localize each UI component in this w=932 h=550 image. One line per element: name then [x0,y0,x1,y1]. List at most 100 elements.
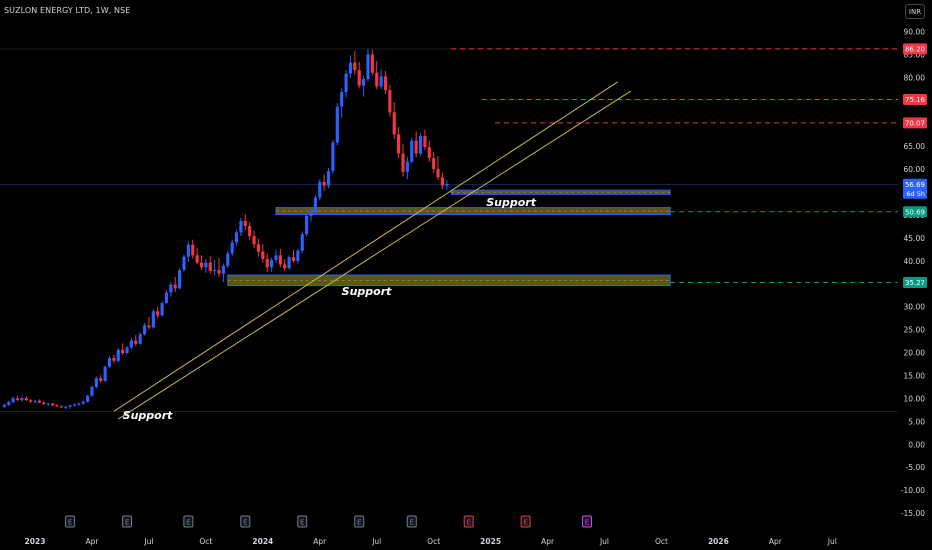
candle-body [410,140,414,162]
candle [313,194,317,215]
candle-body [436,169,440,178]
candle [256,238,261,257]
candle-body [81,401,85,404]
candle-body [383,76,388,91]
candle [112,354,116,364]
candle [7,400,11,407]
candle-body [291,257,296,261]
candle [2,403,6,409]
candle-body [11,398,15,403]
candle [353,50,357,75]
candle [261,244,265,263]
earnings-marker-label: E [68,519,72,527]
candle-body [357,70,361,86]
candle [50,403,55,407]
candle-body [64,406,68,408]
candle-body [142,325,147,335]
candle-body [55,405,59,407]
candle-body [432,158,436,170]
candle [77,402,81,406]
candle-body [178,270,182,289]
earnings-marker-label: E [300,519,304,527]
candle-body [138,334,142,344]
earnings-marker-label: E [186,519,190,527]
support-label: Support [342,285,392,298]
candle-body [274,255,278,260]
candle-body [217,270,221,274]
candle-body [392,112,396,135]
candle [164,290,169,305]
candle [99,374,103,383]
candle [239,217,243,237]
candle [191,239,195,259]
candle-body [230,242,234,254]
candle-body [270,259,274,268]
resistance-price-badge: 86.20 [905,45,925,53]
candle [278,248,282,268]
price-tick-label: 80.00 [904,73,926,82]
currency-button[interactable]: INR [905,4,925,19]
candle-body [94,378,98,387]
time-tick-label: Apr [769,537,783,546]
price-tick-label: 5.00 [908,417,925,426]
candle-body [195,255,199,263]
candle [199,255,204,270]
candle-body [375,72,379,87]
candle [107,356,112,369]
candle [322,174,326,192]
candle-body [46,403,50,405]
candle-body [186,244,190,257]
candle-body [313,197,317,213]
candle-body [59,406,63,408]
candle-body [7,402,11,405]
candle [221,263,225,282]
candle-body [388,90,392,113]
candle [121,343,125,356]
resistance-price-badge-bg [903,117,927,129]
candle [169,281,173,297]
current-price-badge: 56.69 [905,181,925,189]
candle-body [50,403,55,406]
time-tick-label: Jul [143,537,153,546]
time-tick-label: Jul [371,537,381,546]
time-tick-label: Jul [599,537,609,546]
candle [230,239,234,257]
candle [379,69,383,90]
candle-body [129,340,133,348]
time-axis[interactable]: 2023 Apr Jul Oct 2024 Apr Jul Oct 2025 Apr Jul Oct 2… [25,537,837,546]
earnings-marker-label: E [125,519,129,527]
candle [388,84,392,117]
candle [366,48,370,82]
candle [213,259,217,276]
candle [204,258,208,273]
candle [90,385,94,397]
candle-body [397,134,401,154]
candle [348,55,353,79]
earnings-marker [240,515,251,528]
earnings-marker [581,515,592,528]
price-tick-label: 85.00 [904,50,926,59]
candle [243,214,247,231]
time-tick-label: Apr [85,537,99,546]
price-axis[interactable]: 90.0085.0080.0075.0070.0065.0060.0055.00… [901,27,927,518]
support-price-badge: 50.69 [905,208,925,216]
price-tick-label: 45.00 [904,234,926,243]
candle [226,250,230,269]
candle-body [322,181,326,186]
candle [234,229,239,247]
symbol-title: SUZLON ENERGY LTD, 1W, NSE [4,6,131,15]
candle [68,404,72,409]
candle [305,213,309,237]
price-tick-label: 65.00 [904,142,926,151]
price-tick-label: 30.00 [904,303,926,312]
candle-body [68,405,72,407]
candle-body [340,92,344,107]
candle [392,102,396,139]
candle [326,168,331,189]
price-tick-label: 15.00 [904,372,926,381]
price-tick-label: 60.00 [904,165,926,174]
trendline [113,81,618,412]
candle-body [156,311,160,316]
candle [248,222,252,240]
